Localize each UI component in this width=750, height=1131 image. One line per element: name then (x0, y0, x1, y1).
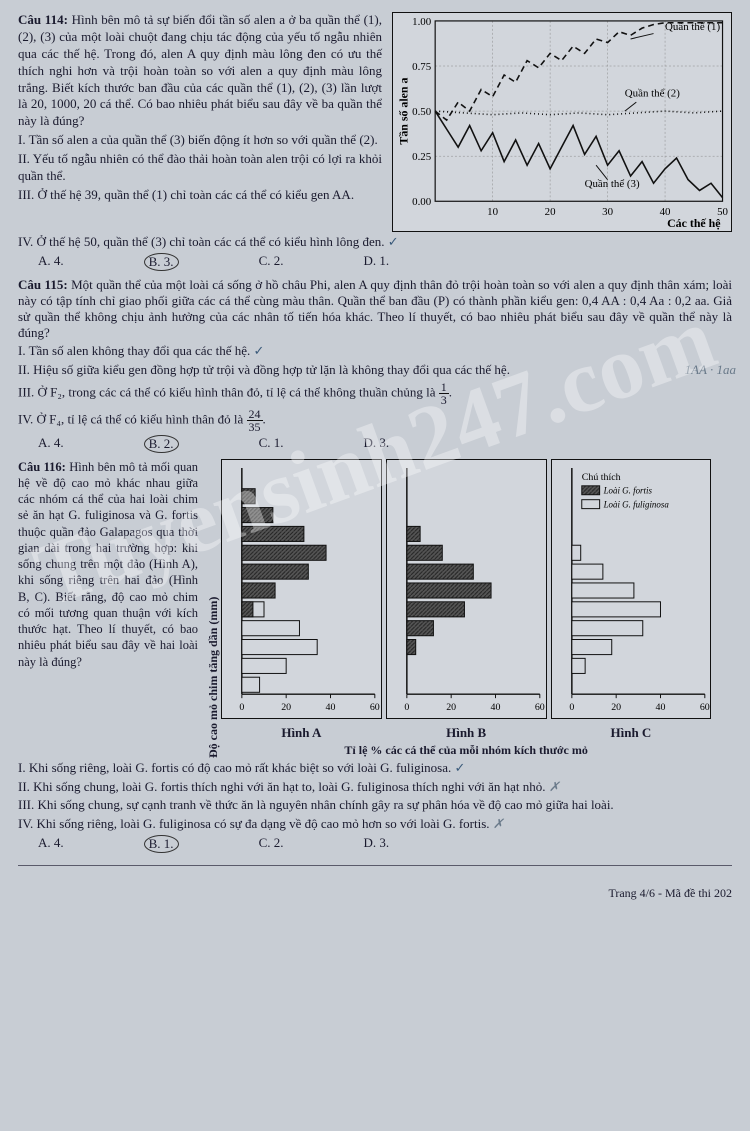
q116-optB: B. 1. (144, 835, 179, 853)
q116-head: Câu 116: (18, 460, 66, 474)
q116-s3: III. Khi sống chung, sự cạnh tranh về th… (18, 797, 732, 814)
q115-s1: I. Tần số alen không thay đổi qua các th… (18, 343, 250, 358)
svg-text:10: 10 (487, 206, 498, 218)
q116-panelB: 0 20 40 60 Hình B (386, 459, 547, 741)
svg-text:0: 0 (404, 702, 409, 713)
frac-num: 1 (439, 381, 449, 394)
question-115: Câu 115: Một quần thể của một loài cá số… (18, 277, 732, 453)
q116-s4: IV. Khi sống riêng, loài G. fuliginosa c… (18, 816, 490, 831)
svg-text:Loài G. fortis: Loài G. fortis (602, 485, 652, 495)
q116-optD: D. 3. (363, 835, 389, 853)
svg-text:40: 40 (326, 702, 336, 713)
q116-panelA: 0 20 40 60 Hình A (221, 459, 382, 741)
panelC-label: Hình C (551, 725, 712, 741)
svg-text:Các thế hệ: Các thế hệ (667, 216, 720, 230)
q115-s4-frac: 24 35 (247, 408, 263, 433)
q114-text: Hình bên mô tả sự biến đổi tần số alen a… (18, 12, 382, 128)
q116-optC: C. 2. (259, 835, 284, 853)
svg-text:60: 60 (535, 702, 545, 713)
question-116: Câu 116: Hình bên mô tả mối quan hệ về đ… (18, 459, 732, 854)
q115-options: A. 4. B. 2. C. 1. D. 3. (18, 435, 732, 453)
check-icon: ✓ (455, 760, 466, 775)
q116-optA: A. 4. (38, 835, 64, 853)
q114-optA: A. 4. (38, 253, 64, 271)
svg-text:20: 20 (545, 206, 556, 218)
q116-s1: I. Khi sống riêng, loài G. fortis có độ … (18, 760, 451, 775)
svg-text:0: 0 (239, 702, 244, 713)
svg-text:0.25: 0.25 (412, 151, 432, 163)
q115-s2: II. Hiệu số giữa kiểu gen đồng hợp tử tr… (18, 362, 510, 377)
q116-s2: II. Khi sống chung, loài G. fortis thích… (18, 779, 546, 794)
q115-s3: III. Ở F₂, trong các cá thể có kiểu hình… (18, 384, 436, 399)
q115-head: Câu 115: (18, 277, 68, 292)
check-icon: ✓ (254, 343, 265, 358)
svg-text:20: 20 (611, 702, 621, 713)
svg-text:1.00: 1.00 (412, 16, 432, 28)
q114-s4: IV. Ở thế hệ 50, quần thể (3) chỉ toàn c… (18, 234, 385, 249)
q115-optC: C. 1. (259, 435, 284, 453)
svg-text:20: 20 (281, 702, 291, 713)
panelB-label: Hình B (386, 725, 547, 741)
svg-text:Quần thể (3): Quần thể (3) (585, 178, 640, 190)
svg-text:0.50: 0.50 (412, 106, 432, 118)
q114-optB: B. 3. (144, 253, 179, 271)
q114-optC: C. 2. (259, 253, 284, 271)
q115-optD: D. 3. (363, 435, 389, 453)
q116-xlabel: Tỉ lệ % các cá thể của mỗi nhóm kích thư… (221, 743, 711, 758)
svg-text:Quần thể (2): Quần thể (2) (625, 88, 680, 100)
q114-s3: III. Ở thế hệ 39, quần thể (1) chỉ toàn … (18, 187, 354, 202)
footer-divider (18, 865, 732, 866)
svg-text:60: 60 (699, 702, 709, 713)
q115-s4: IV. Ở F₄, tỉ lệ cá thể có kiểu hình thân… (18, 411, 243, 426)
x-annotation-icon: ✗ (549, 779, 560, 794)
svg-text:30: 30 (602, 206, 613, 218)
q114-s1: I. Tần số alen a của quần thể (3) biến đ… (18, 132, 382, 149)
margin-annotation: 1AA · 1aa (685, 362, 736, 379)
svg-text:60: 60 (370, 702, 380, 713)
frac-den: 3 (439, 394, 449, 406)
q114-chart: 0.000.250.500.751.001020304050Quần thể (… (392, 12, 732, 232)
q115-optB: B. 2. (144, 435, 179, 453)
svg-text:Quần thể (1): Quần thể (1) (665, 21, 720, 33)
q115-text: Một quần thể của một loài cá sống ở hồ c… (18, 277, 732, 340)
x-annotation-icon: ✗ (493, 816, 504, 831)
q116-charts: 0 20 40 60 Hình A 0 20 40 60 Hình B 0 20 40 60 Chú… (221, 459, 711, 741)
q114-optD: D. 1. (363, 253, 389, 271)
svg-text:Chú thích: Chú thích (581, 472, 620, 483)
svg-text:40: 40 (655, 702, 665, 713)
svg-text:0.00: 0.00 (412, 196, 432, 208)
frac-den: 35 (247, 421, 263, 433)
q116-panelC: 0 20 40 60 Chú thích Loài G. fortis Loài G. fu… (551, 459, 712, 741)
svg-text:0.75: 0.75 (412, 61, 432, 73)
svg-text:Tần số alen a: Tần số alen a (396, 78, 410, 145)
q114-s2: II. Yếu tố ngẫu nhiên có thể đào thải ho… (18, 151, 382, 185)
panelA-label: Hình A (221, 725, 382, 741)
svg-text:0: 0 (569, 702, 574, 713)
svg-text:20: 20 (446, 702, 456, 713)
q116-ylabel: Độ cao mỏ chim tăng dần (mm) (206, 459, 221, 758)
svg-text:40: 40 (490, 702, 500, 713)
page-footer: Trang 4/6 - Mã đề thi 202 (18, 886, 732, 901)
q114-options: A. 4. B. 3. C. 2. D. 1. (18, 253, 732, 271)
q114-head: Câu 114: (18, 12, 68, 27)
svg-text:Loài G. fuliginosa: Loài G. fuliginosa (602, 499, 669, 509)
q116-text: Hình bên mô tả mối quan hệ về độ cao mỏ … (18, 460, 198, 669)
q115-optA: A. 4. (38, 435, 64, 453)
check-icon: ✓ (388, 234, 399, 249)
q116-options: A. 4. B. 1. C. 2. D. 3. (18, 835, 732, 853)
question-114: Câu 114: Hình bên mô tả sự biến đổi tần … (18, 12, 732, 271)
frac-num: 24 (247, 408, 263, 421)
q115-s3-frac: 1 3 (439, 381, 449, 406)
